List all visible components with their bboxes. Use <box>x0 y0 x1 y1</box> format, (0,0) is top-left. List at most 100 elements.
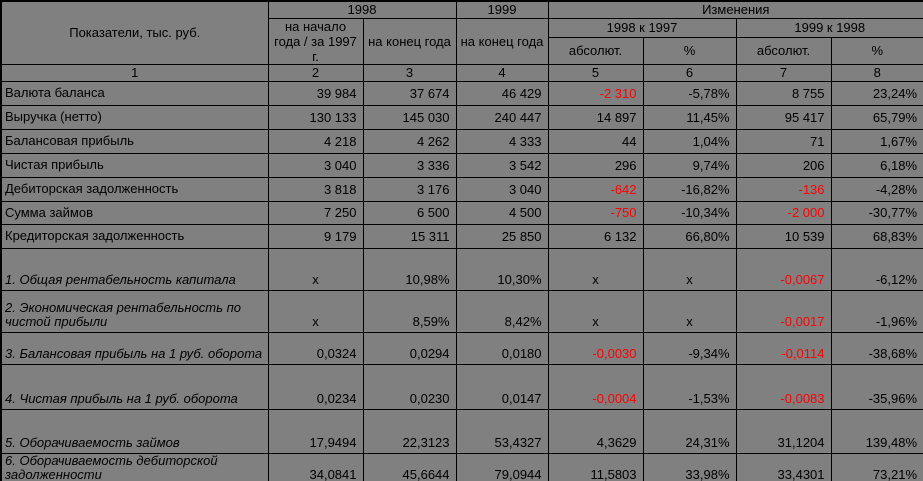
cell-value[interactable]: -0,0083 <box>735 363 832 410</box>
cell-value[interactable]: -6,12% <box>830 247 923 291</box>
cell-value[interactable]: -1,96% <box>830 289 923 333</box>
cell-value[interactable]: 14 897 <box>547 104 644 130</box>
cell-value[interactable]: x <box>267 289 364 333</box>
cell-value[interactable]: -0,0114 <box>735 331 832 365</box>
row-label[interactable]: Чистая прибыль <box>0 152 269 178</box>
cell-value[interactable]: -0,0030 <box>547 331 644 365</box>
cell-value[interactable]: 6 500 <box>362 200 457 225</box>
cell-value[interactable]: 139,48% <box>830 408 923 454</box>
cell-value[interactable]: x <box>642 289 737 333</box>
row-label[interactable]: Валюта баланса <box>0 80 269 106</box>
cell-value[interactable]: 296 <box>547 152 644 178</box>
row-label[interactable]: Балансовая прибыль <box>0 128 269 154</box>
cell-value[interactable]: x <box>642 247 737 291</box>
header-change-1998-1997[interactable]: 1998 к 1997 <box>547 17 737 38</box>
cell-value[interactable]: -750 <box>547 200 644 225</box>
row-label[interactable]: 4. Чистая прибыль на 1 руб. оборота <box>0 363 269 410</box>
header-percent-1[interactable]: % <box>642 36 737 65</box>
cell-value[interactable]: 95 417 <box>735 104 832 130</box>
header-absolute-1[interactable]: абсолют. <box>547 36 644 65</box>
cell-value[interactable]: 4 218 <box>267 128 364 154</box>
cell-value[interactable]: 31,1204 <box>735 408 832 454</box>
cell-value[interactable]: 1,67% <box>830 128 923 154</box>
cell-value[interactable]: 73,21% <box>830 452 923 481</box>
cell-value[interactable]: 34,0841 <box>267 452 364 481</box>
cell-value[interactable]: 9,74% <box>642 152 737 178</box>
cell-value[interactable]: 79,0944 <box>455 452 549 481</box>
cell-value[interactable]: 3 040 <box>455 176 549 202</box>
column-number[interactable]: 4 <box>455 63 549 82</box>
cell-value[interactable]: 71 <box>735 128 832 154</box>
cell-value[interactable]: 11,5803 <box>547 452 644 481</box>
cell-value[interactable]: 240 447 <box>455 104 549 130</box>
column-number[interactable]: 5 <box>547 63 644 82</box>
cell-value[interactable]: 10,30% <box>455 247 549 291</box>
column-number[interactable]: 7 <box>735 63 832 82</box>
cell-value[interactable]: 33,98% <box>642 452 737 481</box>
column-number[interactable]: 8 <box>830 63 923 82</box>
header-end-of-year-1999[interactable]: на конец года <box>455 17 549 65</box>
header-changes[interactable]: Изменения <box>547 0 923 19</box>
cell-value[interactable]: 8,59% <box>362 289 457 333</box>
cell-value[interactable]: -0,0004 <box>547 363 644 410</box>
column-number[interactable]: 6 <box>642 63 737 82</box>
header-year-1998[interactable]: 1998 <box>267 0 457 19</box>
cell-value[interactable]: 65,79% <box>830 104 923 130</box>
cell-value[interactable]: 206 <box>735 152 832 178</box>
cell-value[interactable]: 22,3123 <box>362 408 457 454</box>
cell-value[interactable]: x <box>547 289 644 333</box>
row-label[interactable]: Выручка (нетто) <box>0 104 269 130</box>
cell-value[interactable]: 23,24% <box>830 80 923 106</box>
row-label[interactable]: Дебиторская задолженность <box>0 176 269 202</box>
row-label[interactable]: 3. Балансовая прибыль на 1 руб. оборота <box>0 331 269 365</box>
row-label[interactable]: Сумма займов <box>0 200 269 225</box>
cell-value[interactable]: 145 030 <box>362 104 457 130</box>
cell-value[interactable]: x <box>547 247 644 291</box>
cell-value[interactable]: -0,0017 <box>735 289 832 333</box>
row-label[interactable]: 5. Оборачиваемость займов <box>0 408 269 454</box>
cell-value[interactable]: -5,78% <box>642 80 737 106</box>
row-label[interactable]: 6. Оборачиваемость дебиторской задолженн… <box>0 452 269 481</box>
cell-value[interactable]: -10,34% <box>642 200 737 225</box>
cell-value[interactable]: 0,0324 <box>267 331 364 365</box>
cell-value[interactable]: 66,80% <box>642 223 737 249</box>
header-change-1999-1998[interactable]: 1999 к 1998 <box>735 17 923 38</box>
column-number[interactable]: 2 <box>267 63 364 82</box>
cell-value[interactable]: 1,04% <box>642 128 737 154</box>
cell-value[interactable]: 8,42% <box>455 289 549 333</box>
cell-value[interactable]: 0,0234 <box>267 363 364 410</box>
cell-value[interactable]: -30,77% <box>830 200 923 225</box>
cell-value[interactable]: 0,0147 <box>455 363 549 410</box>
cell-value[interactable]: -38,68% <box>830 331 923 365</box>
cell-value[interactable]: 3 336 <box>362 152 457 178</box>
cell-value[interactable]: -642 <box>547 176 644 202</box>
cell-value[interactable]: 10,98% <box>362 247 457 291</box>
header-absolute-2[interactable]: абсолют. <box>735 36 832 65</box>
cell-value[interactable]: 0,0294 <box>362 331 457 365</box>
cell-value[interactable]: 33,4301 <box>735 452 832 481</box>
cell-value[interactable]: -136 <box>735 176 832 202</box>
cell-value[interactable]: 4 262 <box>362 128 457 154</box>
cell-value[interactable]: 4 500 <box>455 200 549 225</box>
cell-value[interactable]: 3 542 <box>455 152 549 178</box>
cell-value[interactable]: 46 429 <box>455 80 549 106</box>
cell-value[interactable]: 10 539 <box>735 223 832 249</box>
cell-value[interactable]: 68,83% <box>830 223 923 249</box>
column-number[interactable]: 1 <box>0 63 269 82</box>
cell-value[interactable]: -2 310 <box>547 80 644 106</box>
cell-value[interactable]: 7 250 <box>267 200 364 225</box>
cell-value[interactable]: 4 333 <box>455 128 549 154</box>
header-end-of-year-1998[interactable]: на конец года <box>362 17 457 65</box>
cell-value[interactable]: -9,34% <box>642 331 737 365</box>
cell-value[interactable]: 3 176 <box>362 176 457 202</box>
header-year-1999[interactable]: 1999 <box>455 0 549 19</box>
cell-value[interactable]: 6,18% <box>830 152 923 178</box>
cell-value[interactable]: 4,3629 <box>547 408 644 454</box>
cell-value[interactable]: -2 000 <box>735 200 832 225</box>
cell-value[interactable]: 24,31% <box>642 408 737 454</box>
cell-value[interactable]: 8 755 <box>735 80 832 106</box>
cell-value[interactable]: 3 818 <box>267 176 364 202</box>
cell-value[interactable]: -35,96% <box>830 363 923 410</box>
row-label[interactable]: Кредиторская задолженность <box>0 223 269 249</box>
cell-value[interactable]: 130 133 <box>267 104 364 130</box>
